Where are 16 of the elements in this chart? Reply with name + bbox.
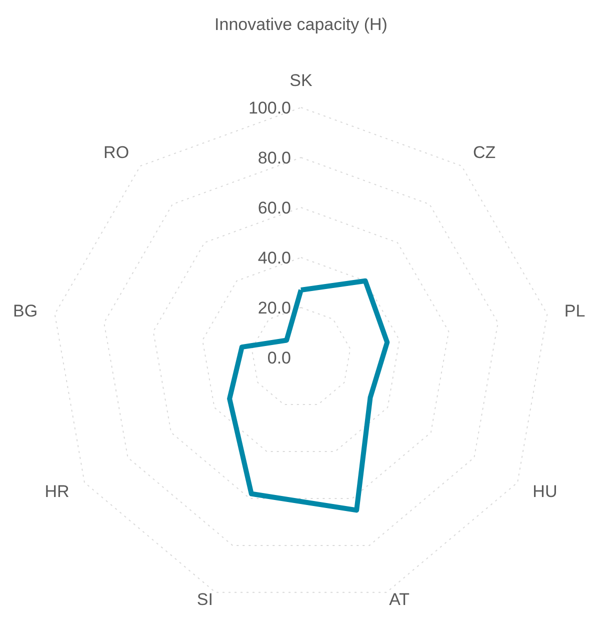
y-tick-label: 60.0: [258, 198, 292, 218]
y-tick-label: 0.0: [267, 348, 292, 368]
y-tick-label: 20.0: [258, 298, 292, 318]
spoke-label: PL: [564, 302, 586, 321]
spoke-label: BG: [13, 302, 38, 321]
chart-title: Innovative capacity (H): [214, 15, 388, 34]
spoke-label: RO: [104, 143, 130, 162]
spoke-label: HU: [532, 482, 558, 501]
spoke-label: SI: [196, 590, 213, 609]
y-tick-label: 100.0: [248, 98, 292, 118]
spoke-label: HR: [44, 482, 70, 501]
spoke-label: CZ: [472, 143, 496, 162]
y-tick-label: 80.0: [258, 148, 292, 168]
spoke-label: AT: [389, 590, 410, 609]
spoke-label: SK: [290, 71, 313, 90]
y-tick-label: 40.0: [258, 248, 292, 268]
